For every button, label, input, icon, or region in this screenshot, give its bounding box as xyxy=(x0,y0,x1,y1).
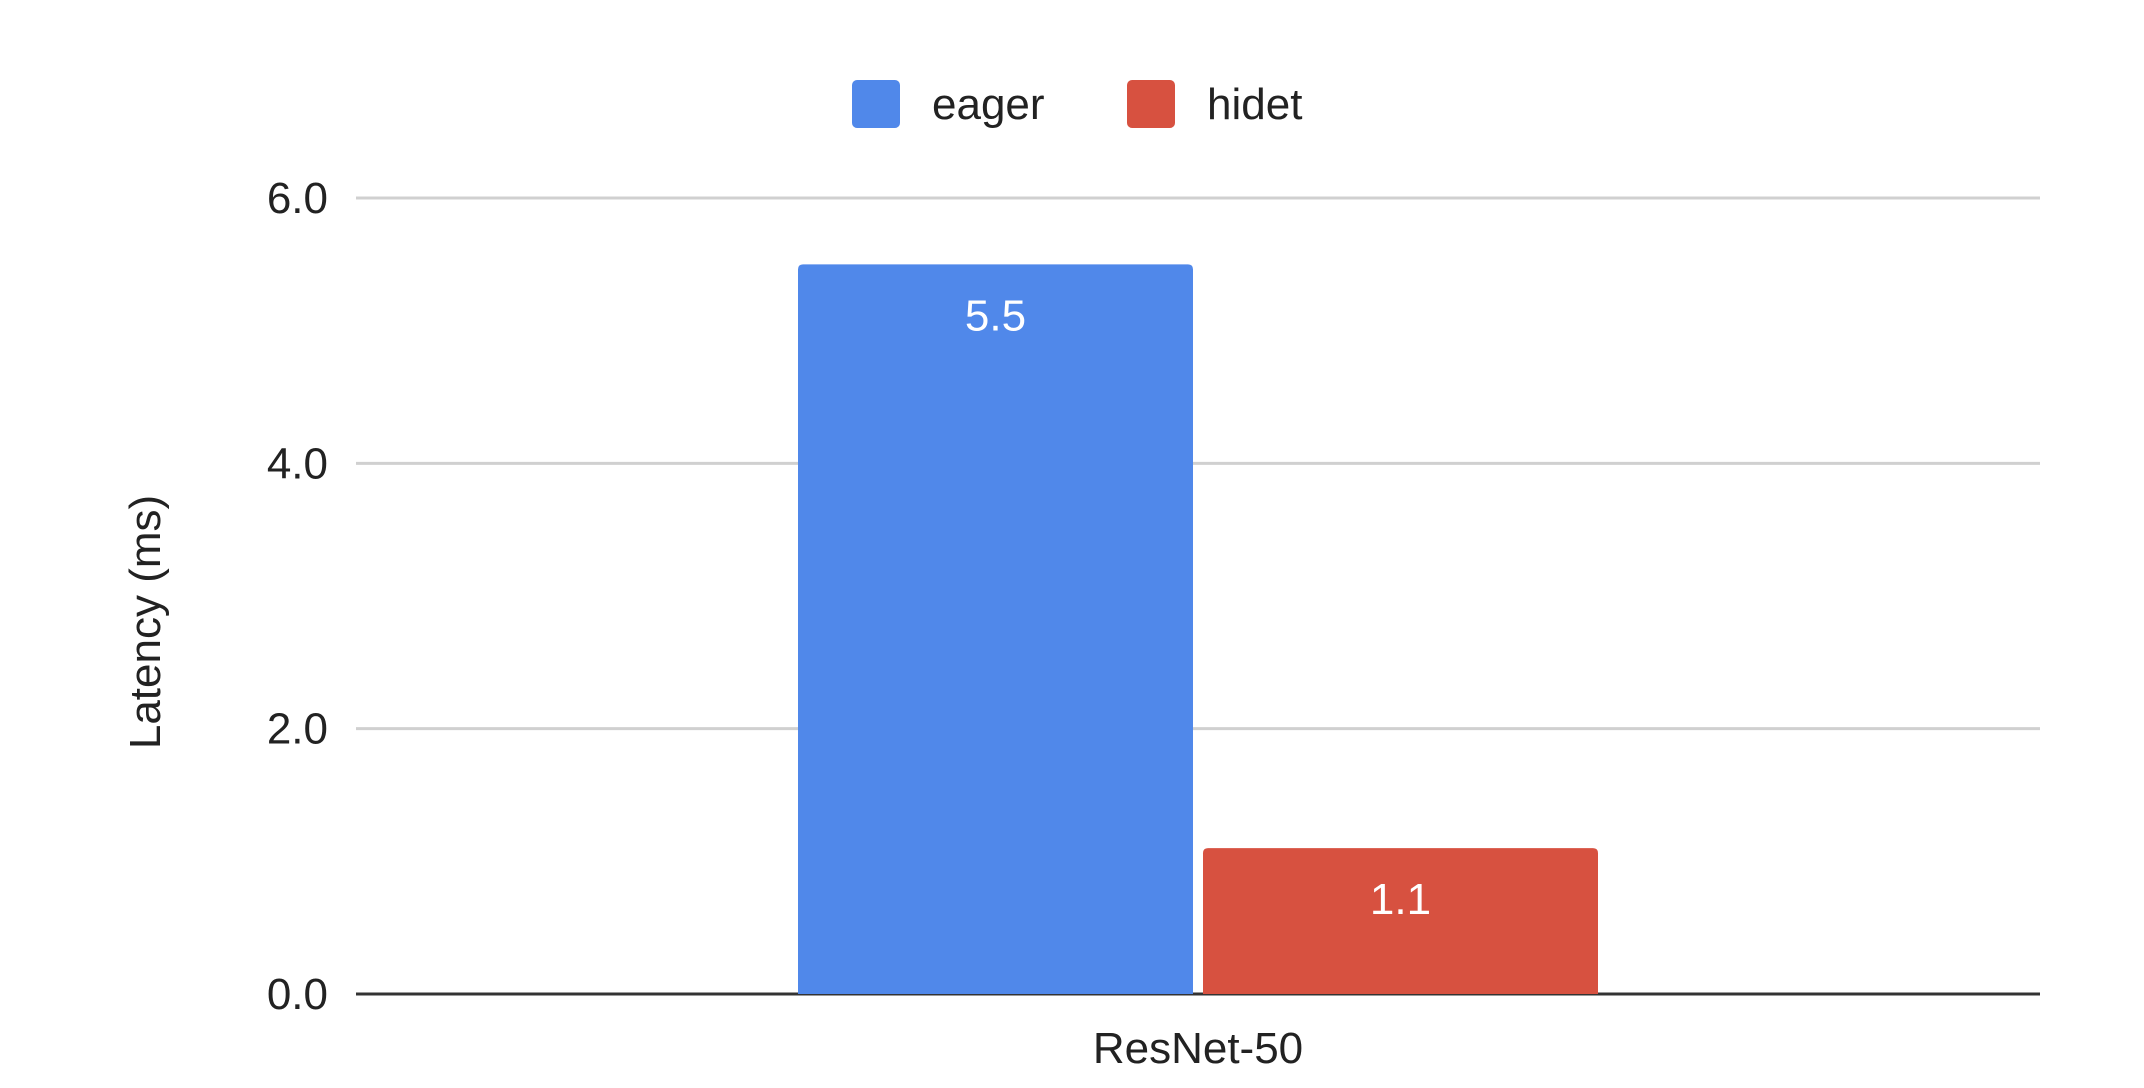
bar-hidet xyxy=(1203,848,1598,994)
data-label-eager: 5.5 xyxy=(965,291,1026,340)
legend-swatch-eager xyxy=(852,80,900,128)
legend: eager hidet xyxy=(852,80,1302,129)
data-label-hidet: 1.1 xyxy=(1370,875,1431,924)
y-tick-label: 6.0 xyxy=(267,174,328,223)
x-axis-categories: ResNet-50 xyxy=(1093,1024,1303,1073)
legend-label-hidet: hidet xyxy=(1207,80,1302,129)
y-axis-title: Latency (ms) xyxy=(121,495,170,749)
y-axis-ticks: 0.0 2.0 4.0 6.0 xyxy=(267,174,328,1019)
y-tick-label: 4.0 xyxy=(267,439,328,488)
x-category-label: ResNet-50 xyxy=(1093,1024,1303,1073)
legend-label-eager: eager xyxy=(932,80,1045,129)
bar-eager xyxy=(798,264,1193,994)
y-tick-label: 2.0 xyxy=(267,705,328,754)
bars xyxy=(798,264,1598,994)
gridlines xyxy=(356,196,2040,996)
y-tick-label: 0.0 xyxy=(267,970,328,1019)
legend-swatch-hidet xyxy=(1127,80,1175,128)
data-labels: 5.5 1.1 xyxy=(965,291,1431,924)
